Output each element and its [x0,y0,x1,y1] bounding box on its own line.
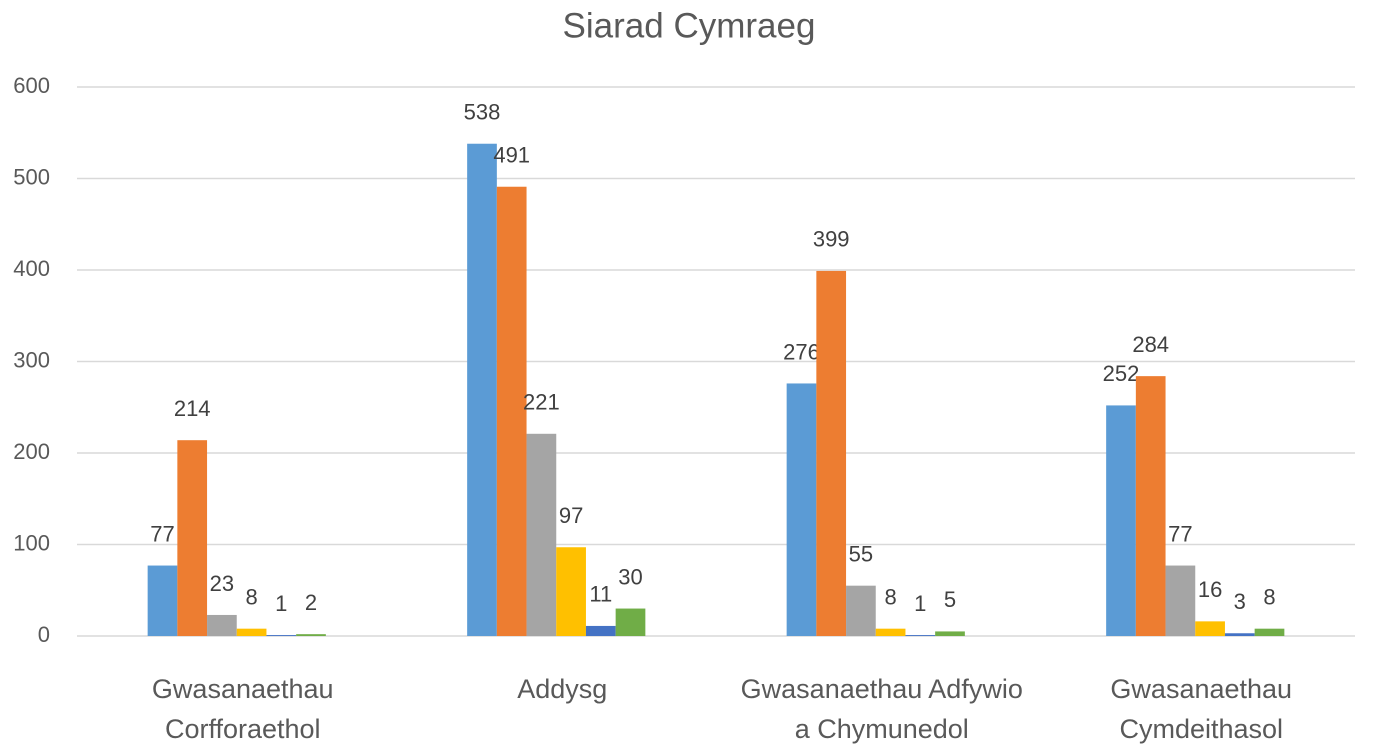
y-tick-label: 300 [13,347,50,372]
data-label: 491 [493,143,530,168]
bar [1106,405,1136,636]
bar [177,440,208,636]
bar [236,628,267,636]
bar [496,186,527,637]
data-label: 221 [523,390,560,415]
data-label: 5 [944,587,956,612]
data-label: 77 [150,521,174,546]
data-label: 399 [813,227,850,252]
y-tick-label: 600 [13,73,50,98]
bar [296,634,326,636]
bar [786,383,817,636]
data-label: 97 [559,503,583,528]
data-label: 2 [305,590,317,615]
data-label: 55 [849,541,873,566]
x-tick-label: Gwasanaethau Adfywio a Chymunedol [741,674,1023,744]
y-tick-label: 0 [38,622,50,647]
bar [1135,376,1166,636]
bar [1254,628,1285,636]
chart-title: Siarad Cymraeg [563,6,816,45]
data-label: 23 [210,571,234,596]
x-tick-label: Gwasanaethau Cymdeithasol [1110,674,1292,744]
bar [935,631,965,636]
data-label: 8 [884,584,896,609]
bar [467,143,497,637]
bar [846,585,876,636]
bar [1224,633,1255,636]
data-label: 16 [1198,577,1222,602]
bar [875,628,906,636]
data-label: 3 [1234,589,1246,614]
data-label: 252 [1103,361,1140,386]
bar [207,614,237,636]
data-label: 276 [783,339,820,364]
y-tick-label: 500 [13,164,50,189]
bar [585,625,616,636]
data-label: 8 [1263,584,1275,609]
data-label: 1 [914,591,926,616]
bar [1195,621,1225,636]
bar [615,608,646,636]
bar [526,433,557,636]
bar [905,635,936,636]
x-tick-label: Addysg [517,674,607,704]
bar [816,270,847,636]
data-label: 8 [245,584,257,609]
bar [266,635,297,636]
data-label: 284 [1132,332,1169,357]
bar [1165,565,1196,636]
bar [147,565,178,636]
data-label: 30 [618,564,642,589]
x-tick-label: Gwasanaethau Corfforaethol [152,674,334,744]
data-label: 11 [589,582,612,607]
data-label: 214 [174,396,211,421]
data-label: 77 [1168,521,1192,546]
y-tick-label: 100 [13,530,50,555]
data-label: 538 [464,100,501,125]
y-tick-label: 200 [13,439,50,464]
y-tick-label: 400 [13,256,50,281]
data-label: 1 [275,591,287,616]
bar [556,547,586,636]
